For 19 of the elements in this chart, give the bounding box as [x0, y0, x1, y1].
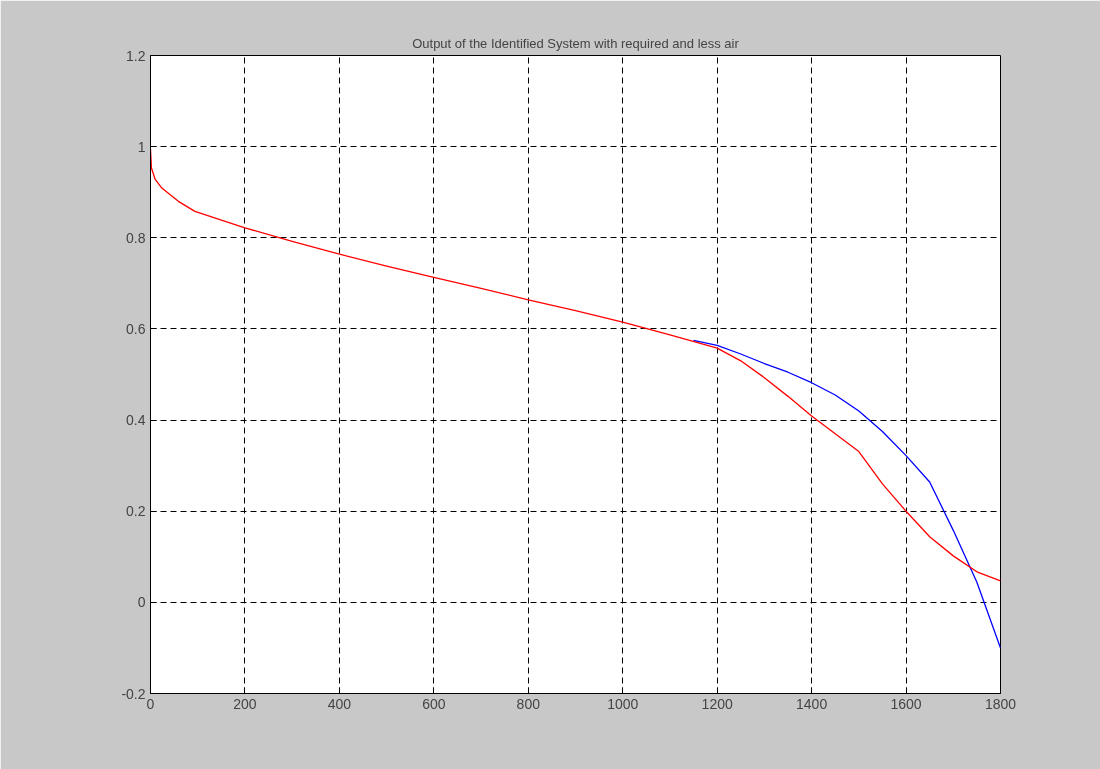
x-tick-label: 1800: [984, 695, 1017, 712]
x-tick-label: 800: [516, 695, 541, 712]
y-tick-label: 0: [137, 594, 146, 611]
x-tick-label: 400: [327, 695, 352, 712]
x-tick-label: 1600: [890, 695, 922, 712]
x-tick-label: 1400: [796, 695, 828, 712]
x-tick-label: 1000: [607, 695, 639, 712]
y-tick-label: 0.4: [126, 412, 146, 429]
y-tick-label: 0.6: [126, 320, 146, 337]
chart-title: Output of the Identified System with required and less air: [412, 35, 740, 51]
x-tick-label: 600: [422, 695, 446, 712]
y-tick-label: -0.2: [121, 685, 146, 702]
x-tick-label: 1200: [701, 695, 733, 712]
y-tick-label: 0.2: [126, 503, 146, 520]
line-series: [692, 339, 1001, 649]
y-tick-label: 1.2: [126, 47, 146, 64]
y-tick-label: 0.8: [126, 229, 146, 246]
x-tick-label: 200: [233, 695, 257, 712]
y-tick-label: 1: [137, 138, 146, 155]
